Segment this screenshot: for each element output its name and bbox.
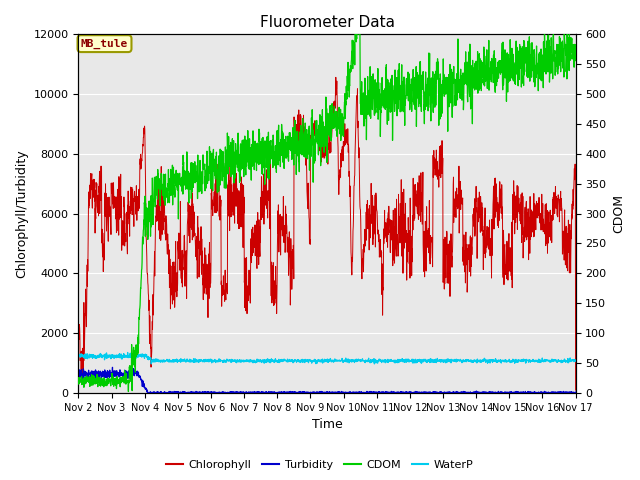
Y-axis label: Chlorophyll/Turbidity: Chlorophyll/Turbidity [15,149,28,278]
Y-axis label: CDOM: CDOM [612,194,625,233]
Legend: Chlorophyll, Turbidity, CDOM, WaterP: Chlorophyll, Turbidity, CDOM, WaterP [162,456,478,474]
Title: Fluorometer Data: Fluorometer Data [259,15,394,30]
X-axis label: Time: Time [312,419,342,432]
Text: MB_tule: MB_tule [81,38,128,49]
